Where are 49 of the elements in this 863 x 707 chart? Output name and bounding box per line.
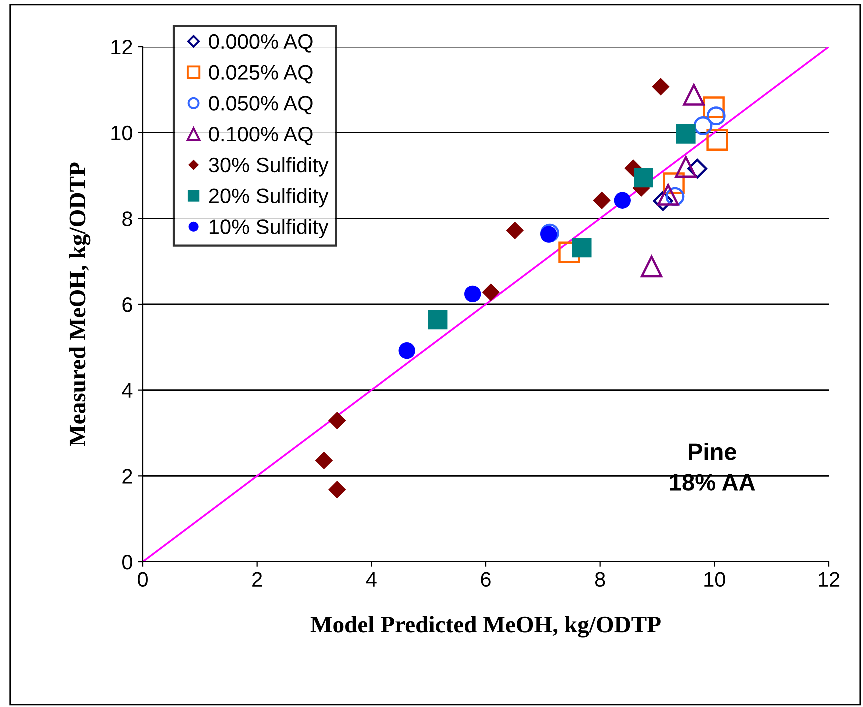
point [593,192,611,210]
point [572,238,592,258]
point [398,342,416,360]
point [703,96,725,118]
y-tick-label: 6 [122,298,132,312]
point [482,284,500,302]
point [683,84,705,106]
point [675,156,697,178]
y-tick-label: 12 [112,40,132,55]
point [464,286,482,303]
y-tick-label: 8 [122,212,132,226]
point [676,124,696,144]
point [706,106,726,126]
y-tick-label: 0 [122,555,132,570]
point [558,242,580,264]
x-tick-label: 8 [595,572,606,588]
y-axis-title: Measured MeOH, kg/ODTP [69,162,91,447]
point [663,172,685,194]
point [328,412,346,430]
point [640,256,663,278]
point [634,168,654,188]
point [688,158,708,179]
point [653,191,674,212]
y-tick-label: 10 [112,126,132,141]
x-tick-label: 10 [704,572,726,588]
y-tick-label: 4 [122,384,133,398]
legend-label: 10% Sulfidity [210,219,329,238]
point [614,192,631,209]
y-tick-label: 2 [122,469,132,484]
point [328,481,346,499]
point [658,184,680,206]
point [428,310,448,330]
x-tick-label: 0 [138,572,148,588]
legend-label: 20% Sulfidity [209,188,329,208]
x-tick-label: 6 [481,572,491,588]
x-tick-label: 2 [252,572,262,587]
legend-label: 30% Sulfidity [209,157,329,177]
legend-label: 0.050% AQ [209,96,313,115]
point [506,222,524,240]
x-tick-label: 4 [366,572,377,587]
legend-label: 0.100% AQ [209,126,313,146]
legend-label: 0.000% AQ [209,34,313,53]
point [706,129,728,151]
legend-label: 0.025% AQ [209,65,313,84]
point [694,116,713,136]
point [315,452,334,470]
x-axis-title: Model Predicted MeOH, kg/ODTP [310,616,661,638]
x-tick-label: 12 [819,572,840,587]
point [652,78,670,96]
